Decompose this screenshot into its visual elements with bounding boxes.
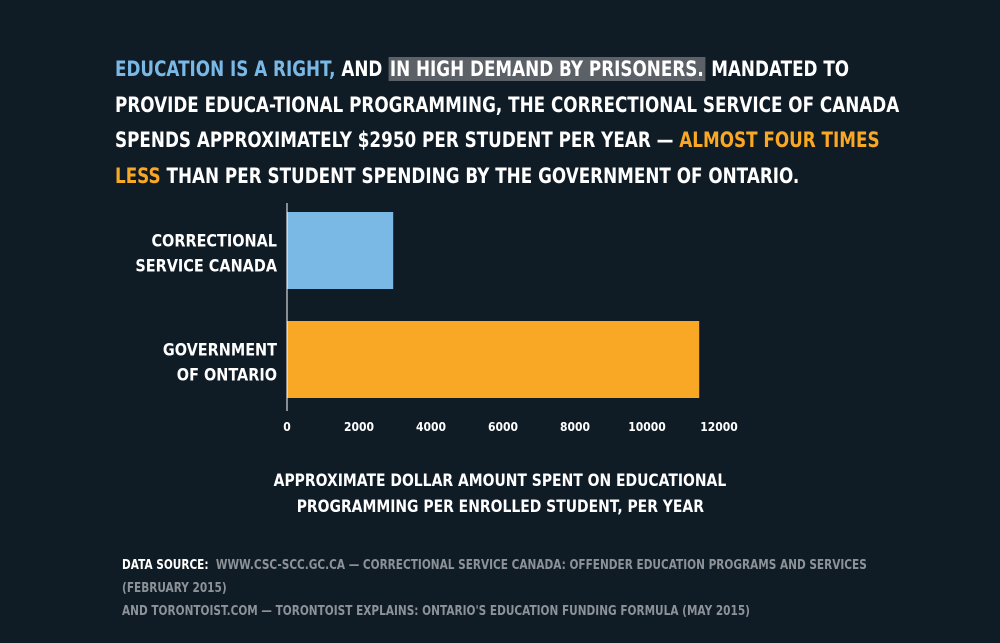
data-source-line-2: and torontoist.com — Torontoist Explains… bbox=[122, 603, 750, 619]
x-axis-caption-line-1: Approximate dollar amount spent on educa… bbox=[273, 471, 727, 491]
headline-text-main: Mandated to provide educa-tional program… bbox=[115, 57, 900, 152]
headline-text-end: than per student spending by the Governm… bbox=[160, 163, 800, 188]
data-source: Data Source: www.csc-scc.gc.ca — Correct… bbox=[122, 554, 902, 623]
data-source-label: Data Source: bbox=[122, 557, 209, 573]
category-label-government-of-ontario: GOVERNMENT OF ONTARIO bbox=[163, 339, 277, 384]
bar-chart: CORRECTIONAL SERVICE CANADA GOVERNMENT OF O… bbox=[135, 203, 738, 434]
x-tick-label: 10000 bbox=[628, 419, 666, 434]
category-label-correctional-service-canada: CORRECTIONAL SERVICE CANADA bbox=[135, 230, 277, 275]
headline-highlight-demand: in high demand by prisoners. bbox=[388, 57, 706, 81]
x-tick-label: 12000 bbox=[700, 419, 738, 434]
x-tick-label: 0 bbox=[283, 419, 291, 434]
x-tick-label: 6000 bbox=[488, 419, 518, 434]
x-axis-caption-line-2: programming per enrolled student, per ye… bbox=[296, 497, 704, 517]
headline-highlight-four-times: almost four times less bbox=[115, 128, 880, 188]
x-tick-label: 4000 bbox=[416, 419, 446, 434]
data-source-line-1: www.csc-scc.gc.ca — Correctional Service… bbox=[122, 557, 867, 596]
bar-correctional-service-canada bbox=[287, 212, 394, 289]
headline: Education is a right, and in high demand… bbox=[115, 52, 915, 194]
headline-text-and: and bbox=[335, 57, 389, 81]
headline-highlight-right: Education is a right, bbox=[115, 57, 336, 81]
x-axis-caption: Approximate dollar amount spent on educa… bbox=[0, 468, 1000, 520]
x-tick-label: 8000 bbox=[560, 419, 590, 434]
x-tick-label: 2000 bbox=[344, 419, 374, 434]
bar-government-of-ontario bbox=[287, 321, 700, 398]
